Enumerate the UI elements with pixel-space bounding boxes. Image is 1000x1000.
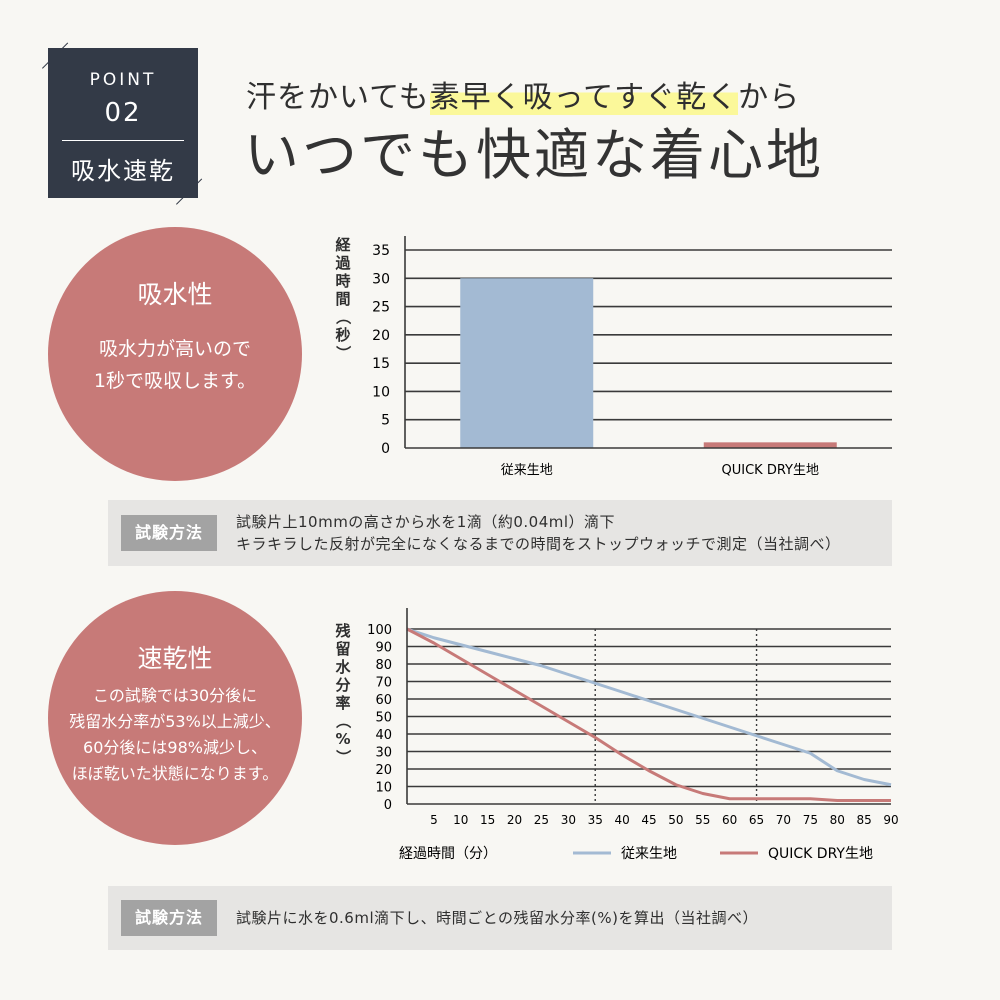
quick-dry-body-line: ほぼ乾いた状態になります。 xyxy=(71,764,279,783)
bar-chart-ylabel: 経過時間（秒） xyxy=(334,236,352,361)
bar xyxy=(703,442,837,448)
line-chart-xtick: 15 xyxy=(480,813,495,827)
test-method-box: 試験方法 試験片上10mmの高さから水を1滴（約0.04ml）滴下 キラキラした… xyxy=(108,500,892,566)
line-chart-ytick: 20 xyxy=(375,763,392,778)
line-chart-xtick: 90 xyxy=(883,813,898,827)
line-chart-xtick: 25 xyxy=(534,813,549,827)
line-chart-xtick: 50 xyxy=(668,813,683,827)
line-chart-xtick: 10 xyxy=(453,813,468,827)
absorbency-circle: 吸水性 吸水力が高いので 1秒で吸収します。 xyxy=(48,227,302,481)
line-chart-ytick: 100 xyxy=(367,623,392,638)
line-chart-ytick: 70 xyxy=(375,676,392,691)
line-chart-ytick: 50 xyxy=(375,711,392,726)
page-title: いつでも快適な着心地 xyxy=(244,123,825,187)
line-series xyxy=(406,627,891,802)
bar-chart-ytick: 35 xyxy=(372,243,390,259)
quick-dry-body-line: 60分後には98%減少し、 xyxy=(83,738,267,757)
bar-chart-ytick: 5 xyxy=(381,413,390,429)
test-method-tag: 試験方法 xyxy=(121,515,217,551)
test-method-box: 試験方法 試験片に水を0.6ml滴下し、時間ごとの残留水分率(%)を算出（当社調… xyxy=(108,886,892,950)
bar-chart-category-label: 従来生地 xyxy=(501,463,553,478)
line-chart-ytick: 80 xyxy=(375,658,392,673)
line-chart-xtick: 60 xyxy=(722,813,737,827)
line-chart-xlabel: 経過時間（分） xyxy=(399,846,497,862)
badge-point-label: POINT xyxy=(89,70,157,90)
test-method-line: キラキラした反射が完全になくなるまでの時間をストップウォッチで測定（当社調べ） xyxy=(236,535,841,553)
bar-chart-ytick: 30 xyxy=(372,271,390,287)
line-chart-xtick: 30 xyxy=(561,813,576,827)
line-chart-ytick: 10 xyxy=(375,781,392,796)
badge-label: 吸水速乾 xyxy=(71,157,175,185)
line-chart-ytick: 0 xyxy=(384,798,392,813)
legend-label: 従来生地 xyxy=(621,846,677,862)
bar-chart-ytick: 15 xyxy=(372,356,390,372)
quick-dry-body-line: 残留水分率が53%以上減少、 xyxy=(69,712,281,731)
quick-dry-body-line: この試験では30分後に xyxy=(92,686,258,705)
absorbency-heading: 吸水性 xyxy=(137,280,213,309)
bar-chart: 0 5 10 15 20 25 30 35 従来生地 QUICK DRY生地 xyxy=(372,236,892,478)
bar-chart-category-label: QUICK DRY生地 xyxy=(722,463,819,478)
absorbency-body-line: 1秒で吸収します。 xyxy=(93,370,257,392)
headline-pre: 汗をかいても xyxy=(246,80,430,115)
test-method-tag: 試験方法 xyxy=(121,900,217,936)
line-chart-ylabel: 残留水分率（%） xyxy=(334,622,352,765)
line-chart-ytick: 30 xyxy=(375,746,392,761)
bar-chart-ytick: 20 xyxy=(372,328,390,344)
line-chart-xtick: 5 xyxy=(430,813,438,827)
quick-dry-circle: 速乾性 この試験では30分後に 残留水分率が53%以上減少、 60分後には98%… xyxy=(48,591,302,845)
line-chart-xtick: 20 xyxy=(507,813,522,827)
badge-divider xyxy=(62,140,184,141)
test-method-line: 試験片上10mmの高さから水を1滴（約0.04ml）滴下 xyxy=(236,513,616,531)
legend-label: QUICK DRY生地 xyxy=(768,846,873,862)
line-chart-xtick: 80 xyxy=(830,813,845,827)
headline: 汗をかいても素早く吸ってすぐ乾くから xyxy=(246,72,800,116)
badge-number: 02 xyxy=(104,98,142,128)
line-chart-xtick: 65 xyxy=(749,813,764,827)
headline-post: から xyxy=(738,80,801,115)
line-chart-xtick: 45 xyxy=(641,813,656,827)
absorbency-body-line: 吸水力が高いので xyxy=(98,338,251,360)
line-chart-xtick: 40 xyxy=(614,813,629,827)
quick-dry-heading: 速乾性 xyxy=(137,644,213,673)
bar-chart-ytick: 10 xyxy=(372,384,390,400)
headline-highlight: 素早く吸ってすぐ乾く xyxy=(429,80,739,115)
line-chart-ytick: 60 xyxy=(375,693,392,708)
bar xyxy=(460,278,594,448)
point-badge: POINT 02 吸水速乾 xyxy=(48,48,198,198)
line-chart-xtick: 75 xyxy=(803,813,818,827)
bar-chart-ytick: 0 xyxy=(381,441,390,457)
line-chart-xtick: 85 xyxy=(856,813,871,827)
line-chart: 0 10 20 30 40 50 60 70 80 90 100 5 10 15 20 25 30 35 40 45 5… xyxy=(367,608,899,862)
line-chart-xtick: 55 xyxy=(695,813,710,827)
test-method-line: 試験片に水を0.6ml滴下し、時間ごとの残留水分率(%)を算出（当社調べ） xyxy=(236,909,758,927)
line-chart-ytick: 90 xyxy=(375,641,392,656)
bar-chart-ytick: 25 xyxy=(372,300,390,316)
line-chart-xtick: 35 xyxy=(588,813,603,827)
line-chart-xtick: 70 xyxy=(776,813,791,827)
line-chart-ytick: 40 xyxy=(375,728,392,743)
line-series xyxy=(406,627,892,787)
